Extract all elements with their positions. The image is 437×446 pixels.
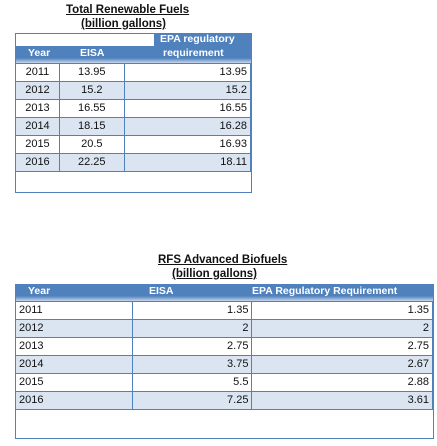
cell-epa: 16.93 [123,135,252,154]
cell-eisa: 22.25 [58,153,125,172]
cell-year: 2014 [15,355,133,374]
table1-epa-header-top: EPA regulatory [154,33,251,46]
table-row: 2016 7.25 3.61 [15,391,433,410]
table-row: 2015 20.5 16.93 [15,135,252,154]
table1-title: Total Renewable Fuels [66,4,190,16]
table1-header-eisa: EISA [80,47,105,59]
cell-epa: 18.11 [123,153,252,172]
cell-eisa: 20.5 [58,135,125,154]
cell-year: 2013 [15,337,133,356]
table2-header-year: Year [28,285,51,297]
cell-epa: 2.67 [251,355,433,374]
table-row: 2014 3.75 2.67 [15,355,433,374]
table-row: 2015 5.5 2.88 [15,373,433,392]
cell-eisa: 18.15 [58,117,125,136]
cell-year: 2012 [15,81,60,100]
table1-header-epa-line2: requirement [163,47,224,59]
table-row: 2014 18.15 16.28 [15,117,252,136]
cell-eisa: 5.5 [131,373,253,392]
table2-title: RFS Advanced Biofuels [158,254,288,266]
cell-year: 2011 [15,301,133,320]
cell-epa: 3.61 [251,391,433,410]
table1-header-row: Year EISA requirement [15,46,251,63]
table2-body: 2011 1.35 1.35 2012 2 2 2013 2.75 2.75 2014 3.75 2.… [15,301,433,410]
cell-epa: 16.28 [123,117,252,136]
cell-year: 2011 [15,63,60,82]
table-row: 2011 13.95 13.95 [15,63,252,82]
table-row: 2012 2 2 [15,319,433,338]
cell-year: 2015 [15,135,60,154]
table2-header-row: Year EISA EPA Regulatory Requirement [15,284,433,301]
cell-eisa: 1.35 [131,301,253,320]
cell-year: 2015 [15,373,133,392]
table-row: 2012 15.2 15.2 [15,81,252,100]
cell-year: 2014 [15,117,60,136]
cell-epa: 2.88 [251,373,433,392]
cell-epa: 1.35 [251,301,433,320]
cell-eisa: 15.2 [58,81,125,100]
cell-epa: 15.2 [123,81,252,100]
cell-epa: 2 [251,319,433,338]
cell-year: 2013 [15,99,60,118]
table-row: 2013 2.75 2.75 [15,337,433,356]
cell-eisa: 7.25 [131,391,253,410]
table-row: 2011 1.35 1.35 [15,301,433,320]
table2-header-eisa: EISA [149,285,174,297]
table1-epa-header-line1: EPA regulatory [160,33,235,45]
cell-eisa: 3.75 [131,355,253,374]
cell-epa: 16.55 [123,99,252,118]
cell-year: 2016 [15,153,60,172]
table1-body: 2011 13.95 13.95 2012 15.2 15.2 2013 16.55 16.55… [15,63,252,172]
cell-eisa: 2 [131,319,253,338]
cell-eisa: 2.75 [131,337,253,356]
cell-eisa: 16.55 [58,99,125,118]
table2-header-epa: EPA Regulatory Requirement [252,285,398,297]
table-row: 2016 22.25 18.11 [15,153,252,172]
table1-header-year: Year [28,47,51,59]
table1-subtitle: (billion gallons) [81,18,166,30]
table2-subtitle: (billion gallons) [172,268,257,280]
cell-epa: 2.75 [251,337,433,356]
cell-epa: 13.95 [123,63,252,82]
table-row: 2013 16.55 16.55 [15,99,252,118]
cell-year: 2012 [15,319,133,338]
cell-year: 2016 [15,391,133,410]
cell-eisa: 13.95 [58,63,125,82]
